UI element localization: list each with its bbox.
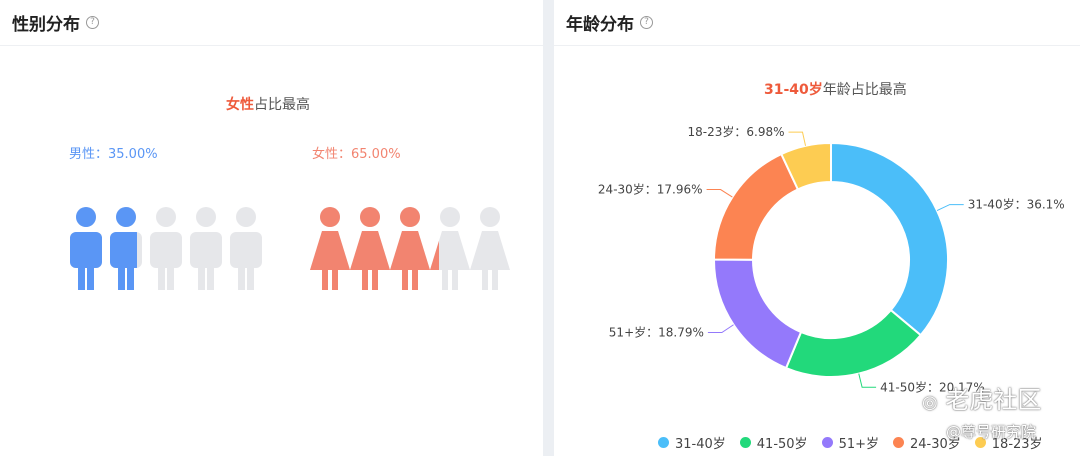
female-person-icon xyxy=(350,207,390,290)
slice-label: 24-30岁：17.96% xyxy=(598,182,703,197)
female-person-icon xyxy=(470,207,510,290)
age-highlight-emphasis: 31-40岁 xyxy=(764,82,823,98)
legend-item[interactable]: 41-50岁 xyxy=(739,433,808,452)
female-person-icon xyxy=(390,207,430,290)
gender-highlight-emphasis: 女性 xyxy=(226,97,254,113)
legend-item[interactable]: 18-23岁 xyxy=(974,433,1043,452)
female-share-label: 女性：65.00% xyxy=(312,147,401,162)
tiger-logo-icon: ◎ xyxy=(922,392,938,413)
watermark-logo: ◎ 老虎社区 xyxy=(922,380,1041,415)
age-legend: 31-40岁 41-50岁 51+岁 24-30岁 18-23岁 xyxy=(658,433,1043,452)
gender-highlight-rest: 占比最高 xyxy=(254,97,310,113)
legend-label: 41-50岁 xyxy=(756,437,808,452)
gender-panel-header: 性别分布 ? xyxy=(0,0,543,46)
legend-label: 18-23岁 xyxy=(991,437,1043,452)
question-circle-icon[interactable]: ? xyxy=(640,16,653,29)
female-icon-row xyxy=(310,207,510,290)
age-distribution-panel: 年龄分布 ? 31-40岁年龄占比最高 31-40岁：36.1% 41-50岁：2… xyxy=(554,0,1080,456)
legend-item[interactable]: 31-40岁 xyxy=(658,433,726,452)
legend-item[interactable]: 24-30岁 xyxy=(893,433,961,452)
gender-distribution-panel: 性别分布 ? 女性占比最高 男性：35.00% 女性：65.00% xyxy=(0,0,543,456)
female-person-icon xyxy=(310,207,350,290)
legend-dot xyxy=(821,437,833,448)
slice-leader-line xyxy=(788,131,807,146)
male-person-icon xyxy=(150,207,182,290)
donut-slice[interactable] xyxy=(830,141,949,337)
legend-dot xyxy=(893,437,904,448)
watermark-handle: @尊号研究院 xyxy=(946,423,1037,441)
age-donut-chart: 31-40岁：36.1% 41-50岁：20.17% 51+岁：18.79% 24-3… xyxy=(598,124,1065,394)
gender-highlight-text: 女性占比最高 xyxy=(226,94,310,114)
male-person-icon xyxy=(70,207,102,290)
legend-label: 51+岁 xyxy=(838,437,879,452)
male-person-icon xyxy=(230,207,262,290)
slice-label: 31-40岁：36.1% xyxy=(968,197,1065,212)
legend-dot xyxy=(658,437,669,448)
slice-leader-line xyxy=(936,204,964,211)
legend-label: 31-40岁 xyxy=(675,437,726,452)
male-person-icon xyxy=(190,207,222,290)
donut-slice[interactable] xyxy=(779,141,832,191)
age-highlight-rest: 年龄占比最高 xyxy=(822,82,907,98)
age-highlight-text: 31-40岁年龄占比最高 xyxy=(764,79,907,99)
legend-item[interactable]: 51+岁 xyxy=(821,433,879,452)
legend-label: 24-30岁 xyxy=(910,437,961,452)
watermark-logo-text: 老虎社区 xyxy=(945,386,1042,414)
slice-label: 51+岁：18.79% xyxy=(609,325,704,340)
question-circle-icon[interactable]: ? xyxy=(86,16,99,29)
slice-leader-line xyxy=(707,324,734,334)
slice-leader-line xyxy=(706,189,733,198)
female-person-icon xyxy=(430,207,470,290)
donut-slice[interactable] xyxy=(713,258,803,370)
male-icon-row xyxy=(70,207,262,290)
age-panel-title: 年龄分布 xyxy=(566,15,634,35)
donut-slice[interactable] xyxy=(712,152,800,261)
male-person-icon xyxy=(110,207,142,290)
gender-panel-title: 性别分布 xyxy=(12,15,80,35)
legend-dot xyxy=(739,437,751,448)
legend-dot xyxy=(974,437,986,448)
slice-label: 41-50岁：20.17% xyxy=(880,379,985,394)
slice-label: 18-23岁：6.98% xyxy=(688,124,785,139)
male-share-label: 男性：35.00% xyxy=(69,147,158,162)
slice-leader-line xyxy=(858,373,877,388)
donut-slice[interactable] xyxy=(784,308,923,378)
age-panel-header: 年龄分布 ? xyxy=(554,0,1080,46)
